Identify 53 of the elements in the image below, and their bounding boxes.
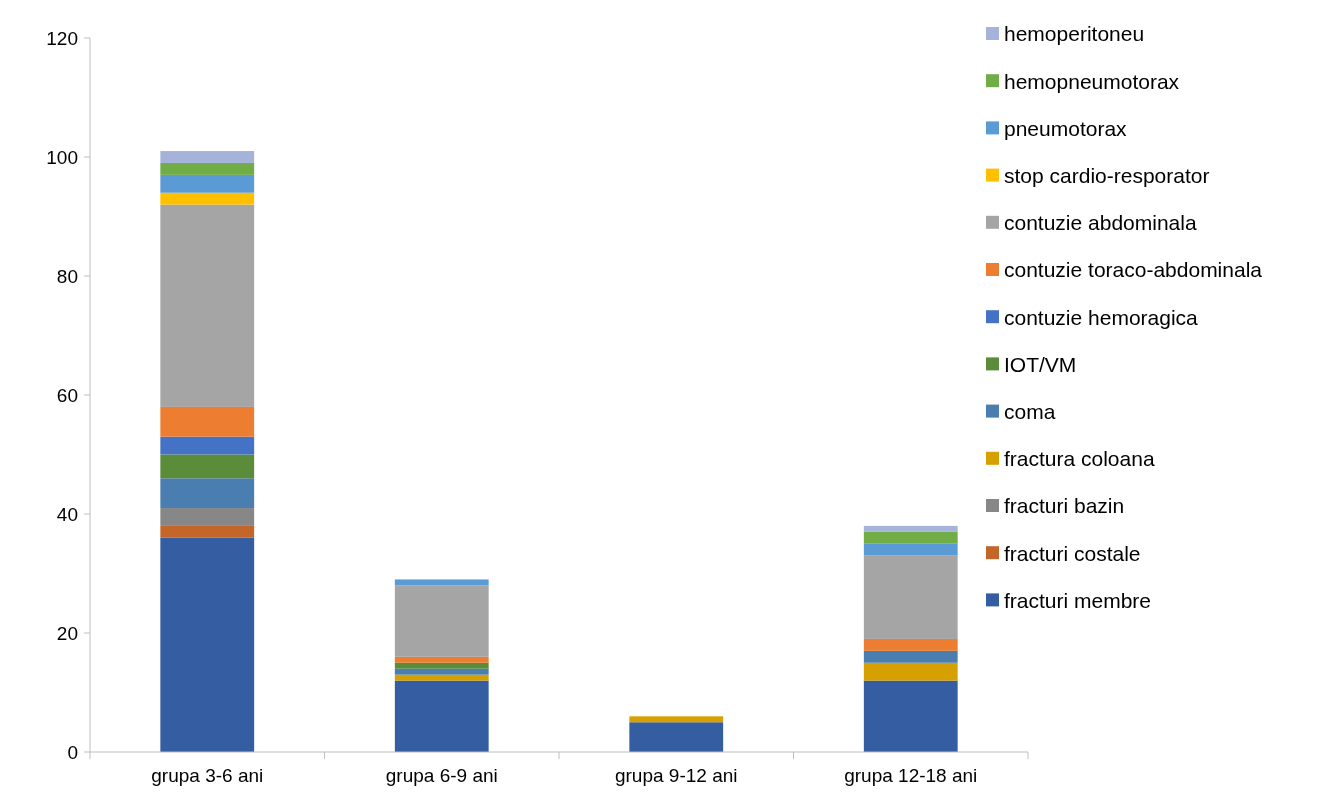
bar	[394, 668, 489, 675]
bar	[160, 478, 255, 509]
legend-label: stop cardio-resporator	[1004, 163, 1210, 187]
bar	[863, 525, 958, 532]
legend-label: pneumotorax	[1004, 116, 1128, 140]
bar	[160, 204, 255, 407]
bar	[629, 722, 724, 752]
bar	[160, 406, 255, 437]
bar	[160, 454, 255, 479]
bar	[160, 525, 255, 538]
legend-label: coma	[1004, 399, 1056, 423]
legend-label: contuzie abdominala	[1004, 211, 1197, 235]
legend-label: contuzie toraco-abdominala	[1004, 258, 1263, 282]
x-tick-label: grupa 12-18 ani	[844, 765, 978, 786]
bar	[394, 585, 489, 657]
bar	[160, 162, 255, 175]
bar	[863, 650, 958, 663]
legend-label: fracturi bazin	[1004, 494, 1125, 518]
bar	[394, 662, 489, 669]
y-tick-label: 60	[56, 384, 78, 406]
y-tick-label: 120	[46, 27, 78, 49]
bar	[629, 716, 724, 723]
legend-label: IOT/VM	[1004, 352, 1077, 376]
bar	[394, 680, 489, 752]
y-tick-label: 20	[56, 622, 78, 644]
legend-label: hemopneumotorax	[1004, 69, 1180, 93]
bar	[160, 508, 255, 526]
bar	[160, 537, 255, 752]
x-tick-label: grupa 6-9 ani	[385, 765, 498, 786]
bar	[863, 531, 958, 544]
y-tick-label: 0	[67, 741, 78, 763]
y-tick-label: 100	[46, 146, 78, 168]
legend-label: fracturi membre	[1004, 588, 1152, 612]
bar	[863, 638, 958, 651]
bar	[863, 680, 958, 752]
legend-label: contuzie hemoragica	[1004, 305, 1199, 329]
legend-label: hemoperitoneu	[1004, 22, 1145, 46]
bar	[863, 555, 958, 639]
bar	[863, 662, 958, 681]
x-tick-label: grupa 9-12 ani	[614, 765, 738, 786]
bar	[160, 174, 255, 193]
y-tick-label: 40	[56, 503, 78, 525]
legend-label: fracturi costale	[1004, 541, 1141, 565]
bar	[160, 151, 255, 163]
x-tick-label: grupa 3-6 ani	[151, 765, 264, 786]
y-tick-label: 80	[56, 265, 78, 287]
bar	[394, 579, 489, 586]
bar	[160, 436, 255, 455]
bar	[394, 674, 489, 681]
bar	[863, 543, 958, 556]
legend-label: fractura coloana	[1004, 447, 1155, 471]
bar	[160, 192, 255, 205]
bar	[394, 656, 489, 663]
